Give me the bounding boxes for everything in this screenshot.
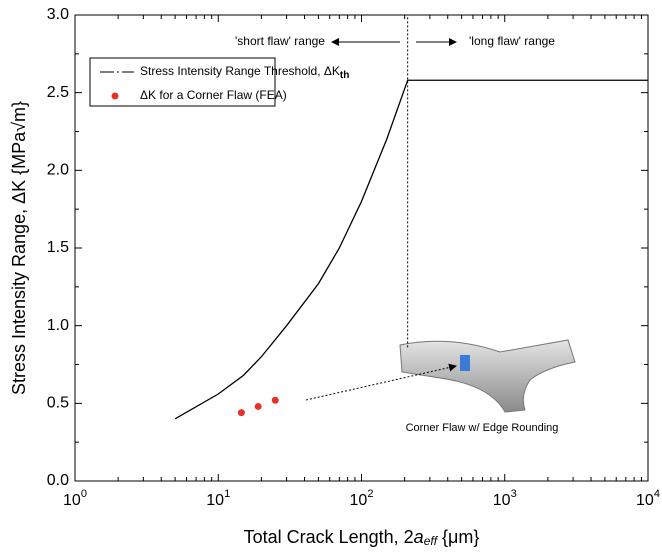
fea-point bbox=[271, 396, 279, 404]
y-tick-label: 2.5 bbox=[47, 84, 69, 101]
x-tick-label: 103 bbox=[493, 488, 517, 509]
x-tick-label: 102 bbox=[350, 488, 374, 509]
annotation: 'long flaw' range bbox=[469, 34, 555, 48]
fea-point bbox=[237, 409, 245, 417]
x-tick-label: 100 bbox=[63, 488, 87, 509]
annotation: 'short flaw' range bbox=[235, 34, 325, 48]
inset-image bbox=[399, 339, 576, 413]
y-tick-label: 1.5 bbox=[47, 239, 69, 256]
y-tick-label: 1.0 bbox=[47, 317, 69, 334]
legend bbox=[89, 57, 276, 107]
y-tick-label: 0.0 bbox=[47, 472, 69, 489]
fea-point bbox=[254, 402, 262, 410]
legend-label: Stress Intensity Range Threshold, ΔKth bbox=[140, 64, 349, 80]
pointer-arrow bbox=[305, 363, 457, 401]
threshold-line bbox=[174, 79, 648, 420]
x-tick-label: 101 bbox=[206, 488, 230, 509]
y-axis-label: Stress Intensity Range, ΔK {MPa√m} bbox=[9, 101, 29, 395]
y-tick-label: 0.5 bbox=[47, 395, 69, 412]
legend-swatch bbox=[111, 92, 119, 100]
y-tick-label: 2.0 bbox=[47, 162, 69, 179]
y-tick-label: 3.0 bbox=[47, 6, 69, 23]
legend-label: ΔK for a Corner Flaw (FEA) bbox=[140, 88, 287, 102]
flaw-mark bbox=[460, 355, 470, 371]
x-axis-label: Total Crack Length, 2aeff {μm} bbox=[244, 527, 480, 548]
annotation: Corner Flaw w/ Edge Rounding bbox=[406, 422, 559, 434]
x-tick-label: 104 bbox=[636, 488, 660, 509]
